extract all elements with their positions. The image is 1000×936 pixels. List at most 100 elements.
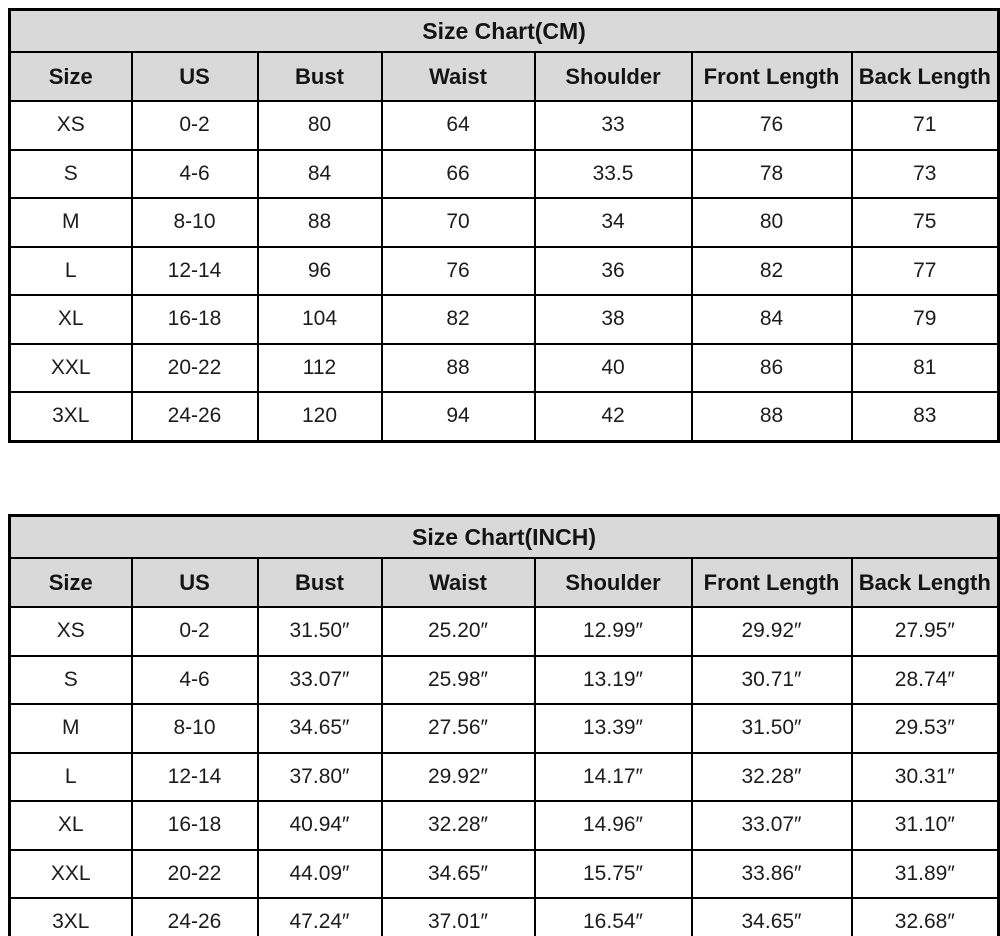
measurement-cell: 77 xyxy=(850,245,1000,296)
measurement-cell: 13.39″ xyxy=(533,703,693,754)
table-row-s: S 4-6 33.07″ 25.98″ 13.19″ 30.71″ 28.74″ xyxy=(8,654,1000,705)
measurement-cell: 70 xyxy=(380,197,536,248)
size-label-cell: S xyxy=(8,654,133,705)
size-label-cell: XL xyxy=(8,800,133,851)
measurement-cell: 86 xyxy=(690,342,853,393)
table-row-m: M 8-10 88 70 34 80 75 xyxy=(8,197,1000,248)
size-chart-inch-table: Size Chart(INCH) Size US Bust Waist Shoulder F… xyxy=(8,514,1000,936)
size-label-cell: XS xyxy=(8,100,133,151)
measurement-cell: 31.50″ xyxy=(256,606,383,657)
table-row-xl: XL 16-18 40.94″ 32.28″ 14.96″ 33.07″ 31.10″ xyxy=(8,800,1000,851)
measurement-cell: 16-18 xyxy=(130,294,259,345)
size-label-cell: L xyxy=(8,245,133,296)
measurement-cell: 66 xyxy=(380,148,536,199)
table-row-xs: XS 0-2 31.50″ 25.20″ 12.99″ 29.92″ 27.95″ xyxy=(8,606,1000,657)
measurement-cell: 8-10 xyxy=(130,703,259,754)
size-label-cell: 3XL xyxy=(8,897,133,936)
measurement-cell: 44.09″ xyxy=(256,848,383,899)
measurement-cell: 64 xyxy=(380,100,536,151)
table-title-cm: Size Chart(CM) xyxy=(8,8,1000,53)
column-header-shoulder: Shoulder xyxy=(533,557,693,608)
size-label-cell: XXL xyxy=(8,848,133,899)
measurement-cell: 73 xyxy=(850,148,1000,199)
table-row-s: S 4-6 84 66 33.5 78 73 xyxy=(8,148,1000,199)
measurement-cell: 31.89″ xyxy=(850,848,1000,899)
measurement-cell: 32.28″ xyxy=(690,751,853,802)
measurement-cell: 34.65″ xyxy=(690,897,853,936)
measurement-cell: 20-22 xyxy=(130,848,259,899)
measurement-cell: 29.92″ xyxy=(690,606,853,657)
column-header-bust: Bust xyxy=(256,557,383,608)
measurement-cell: 25.20″ xyxy=(380,606,536,657)
measurement-cell: 30.71″ xyxy=(690,654,853,705)
measurement-cell: 4-6 xyxy=(130,654,259,705)
measurement-cell: 80 xyxy=(256,100,383,151)
measurement-cell: 79 xyxy=(850,294,1000,345)
measurement-cell: 12-14 xyxy=(130,245,259,296)
measurement-cell: 88 xyxy=(380,342,536,393)
measurement-cell: 12-14 xyxy=(130,751,259,802)
measurement-cell: 36 xyxy=(533,245,693,296)
table-row-3xl: 3XL 24-26 120 94 42 88 83 xyxy=(8,391,1000,442)
measurement-cell: 88 xyxy=(690,391,853,442)
column-header-bust: Bust xyxy=(256,51,383,102)
table-row-m: M 8-10 34.65″ 27.56″ 13.39″ 31.50″ 29.53″ xyxy=(8,703,1000,754)
measurement-cell: 24-26 xyxy=(130,897,259,936)
measurement-cell: 76 xyxy=(690,100,853,151)
column-header-us: US xyxy=(130,51,259,102)
size-chart-cm-table: Size Chart(CM) Size US Bust Waist Shoulder Fro… xyxy=(8,8,1000,443)
measurement-cell: 12.99″ xyxy=(533,606,693,657)
measurement-cell: 81 xyxy=(850,342,1000,393)
measurement-cell: 8-10 xyxy=(130,197,259,248)
measurement-cell: 37.01″ xyxy=(380,897,536,936)
measurement-cell: 38 xyxy=(533,294,693,345)
measurement-cell: 14.17″ xyxy=(533,751,693,802)
size-label-cell: XXL xyxy=(8,342,133,393)
measurement-cell: 0-2 xyxy=(130,100,259,151)
measurement-cell: 15.75″ xyxy=(533,848,693,899)
measurement-cell: 34.65″ xyxy=(380,848,536,899)
table-row-l: L 12-14 96 76 36 82 77 xyxy=(8,245,1000,296)
measurement-cell: 94 xyxy=(380,391,536,442)
measurement-cell: 34 xyxy=(533,197,693,248)
measurement-cell: 34.65″ xyxy=(256,703,383,754)
measurement-cell: 82 xyxy=(380,294,536,345)
measurement-cell: 16-18 xyxy=(130,800,259,851)
measurement-cell: 83 xyxy=(850,391,1000,442)
measurement-cell: 29.92″ xyxy=(380,751,536,802)
column-header-shoulder: Shoulder xyxy=(533,51,693,102)
measurement-cell: 13.19″ xyxy=(533,654,693,705)
table-row-xl: XL 16-18 104 82 38 84 79 xyxy=(8,294,1000,345)
measurement-cell: 80 xyxy=(690,197,853,248)
size-label-cell: XS xyxy=(8,606,133,657)
measurement-cell: 84 xyxy=(256,148,383,199)
table-row-xxl: XXL 20-22 44.09″ 34.65″ 15.75″ 33.86″ 31.89″ xyxy=(8,848,1000,899)
measurement-cell: 112 xyxy=(256,342,383,393)
table-row-xs: XS 0-2 80 64 33 76 71 xyxy=(8,100,1000,151)
measurement-cell: 96 xyxy=(256,245,383,296)
measurement-cell: 84 xyxy=(690,294,853,345)
size-label-cell: M xyxy=(8,703,133,754)
measurement-cell: 47.24″ xyxy=(256,897,383,936)
table-row-3xl: 3XL 24-26 47.24″ 37.01″ 16.54″ 34.65″ 32.68″ xyxy=(8,897,1000,936)
column-header-front-length: Front Length xyxy=(690,557,853,608)
measurement-cell: 71 xyxy=(850,100,1000,151)
measurement-cell: 37.80″ xyxy=(256,751,383,802)
measurement-cell: 4-6 xyxy=(130,148,259,199)
table-row-l: L 12-14 37.80″ 29.92″ 14.17″ 32.28″ 30.31″ xyxy=(8,751,1000,802)
size-label-cell: L xyxy=(8,751,133,802)
measurement-cell: 42 xyxy=(533,391,693,442)
measurement-cell: 120 xyxy=(256,391,383,442)
column-header-waist: Waist xyxy=(380,557,536,608)
measurement-cell: 33.07″ xyxy=(690,800,853,851)
column-header-size: Size xyxy=(8,51,133,102)
measurement-cell: 78 xyxy=(690,148,853,199)
measurement-cell: 33.86″ xyxy=(690,848,853,899)
measurement-cell: 29.53″ xyxy=(850,703,1000,754)
table-row-xxl: XXL 20-22 112 88 40 86 81 xyxy=(8,342,1000,393)
measurement-cell: 25.98″ xyxy=(380,654,536,705)
measurement-cell: 76 xyxy=(380,245,536,296)
size-label-cell: XL xyxy=(8,294,133,345)
measurement-cell: 28.74″ xyxy=(850,654,1000,705)
measurement-cell: 40 xyxy=(533,342,693,393)
